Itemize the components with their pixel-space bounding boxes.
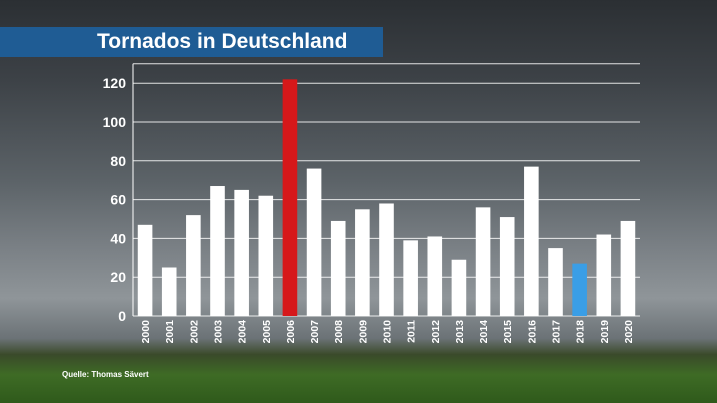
bar-2009 xyxy=(355,209,370,316)
y-tick-label: 40 xyxy=(110,230,126,246)
x-tick-label: 2012 xyxy=(430,320,442,344)
y-tick-label: 60 xyxy=(110,192,126,208)
bar-2016 xyxy=(524,166,539,316)
x-tick-label: 2004 xyxy=(237,320,249,344)
chart-title: Tornados in Deutschland xyxy=(97,30,348,53)
x-tick-label: 2007 xyxy=(309,320,321,344)
x-tick-label: 2002 xyxy=(188,320,200,344)
bar-2020 xyxy=(620,220,636,316)
x-tick-label: 2003 xyxy=(213,320,225,344)
y-tick-label: 120 xyxy=(103,75,127,91)
x-tick-label: 2005 xyxy=(261,320,273,344)
bar-2001 xyxy=(161,267,177,316)
x-tick-label: 2015 xyxy=(502,320,514,344)
x-tick-label: 2001 xyxy=(164,320,176,344)
x-tick-label: 2009 xyxy=(357,320,369,344)
bar-2015 xyxy=(499,217,515,316)
x-tick-label: 2016 xyxy=(526,320,538,344)
x-tick-label: 2018 xyxy=(575,320,587,344)
bar-2005 xyxy=(258,195,274,316)
x-tick-label: 2014 xyxy=(478,320,490,344)
y-tick-label: 80 xyxy=(110,153,126,169)
x-tick-label: 2006 xyxy=(285,320,297,344)
y-tick-label: 20 xyxy=(110,269,126,285)
bar-2002 xyxy=(186,215,201,316)
x-tick-label: 2020 xyxy=(623,320,635,344)
x-tick-label: 2017 xyxy=(551,320,563,344)
y-tick-label: 0 xyxy=(118,308,126,324)
bar-2018 xyxy=(572,263,587,316)
bar-2013 xyxy=(451,259,467,316)
x-tick-label: 2013 xyxy=(454,320,466,344)
x-tick-label: 2011 xyxy=(406,320,418,343)
x-tick-label: 2010 xyxy=(382,320,394,344)
bar-2003 xyxy=(210,186,225,316)
bar-2000 xyxy=(137,224,153,316)
bar-2006 xyxy=(282,79,298,316)
bar-2017 xyxy=(548,248,563,316)
x-tick-label: 2019 xyxy=(599,320,611,344)
bar-2012 xyxy=(427,236,443,316)
title-bar xyxy=(0,27,383,57)
x-tick-label: 2008 xyxy=(333,320,345,344)
bar-2019 xyxy=(596,234,612,316)
bar-2004 xyxy=(234,189,249,316)
source-label: Quelle: Thomas Sävert xyxy=(62,370,149,379)
bar-2008 xyxy=(330,220,346,316)
y-tick-label: 100 xyxy=(103,114,127,130)
x-tick-label: 2000 xyxy=(140,320,152,344)
bar-2014 xyxy=(475,207,491,316)
bar-2011 xyxy=(403,240,418,316)
bar-2010 xyxy=(379,203,394,316)
bar-2007 xyxy=(306,168,322,316)
